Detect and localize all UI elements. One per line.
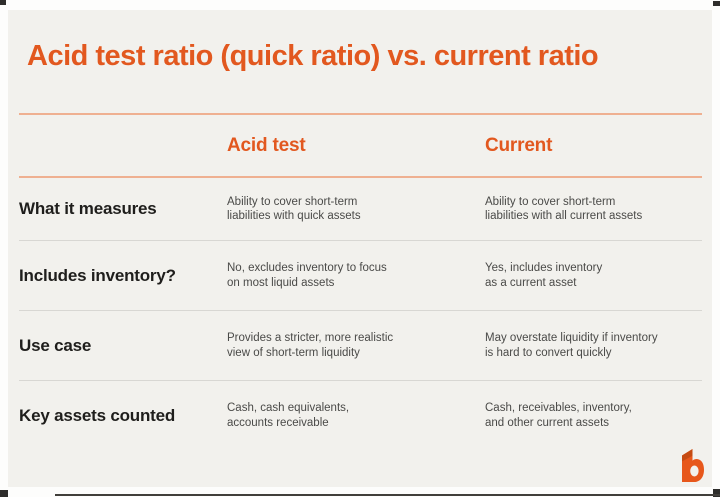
corner-artifact-top-right [713, 1, 720, 6]
table-row-what-it-measures: What it measures Ability to cover short-… [19, 178, 702, 240]
row-label: Use case [19, 335, 92, 355]
cell-current: Ability to cover short-term liabilities … [485, 195, 643, 223]
cell-current: Cash, receivables, inventory, and other … [485, 402, 632, 429]
table-row-key-assets-counted: Key assets counted Cash, cash equivalent… [19, 380, 702, 450]
table-row-includes-inventory: Includes inventory? No, excludes invento… [19, 240, 702, 310]
corner-artifact-bottom-left [0, 490, 8, 497]
row-label: Key assets counted [19, 405, 176, 425]
cell-acid-test: Provides a stricter, more realistic view… [227, 332, 394, 359]
row-label: Includes inventory? [19, 265, 176, 285]
cell-acid-test: Cash, cash equivalents, accounts receiva… [227, 402, 350, 429]
table-row-use-case: Use case Provides a stricter, more reali… [19, 310, 702, 380]
cell-acid-test: Ability to cover short-term liabilities … [227, 195, 361, 223]
cell-acid-test: No, excludes inventory to focus on most … [227, 262, 387, 289]
comparison-table: Acid test Current What it measures Abili… [19, 113, 702, 450]
title-divider [19, 113, 702, 115]
cell-current: May overstate liquidity if inventory is … [485, 332, 658, 359]
column-header-current: Current [485, 134, 553, 156]
bottom-edge-line [55, 494, 720, 496]
bankrate-b-icon [682, 449, 704, 482]
cell-current: Yes, includes inventory as a current ass… [485, 262, 603, 289]
brand-logo [680, 446, 704, 482]
corner-artifact-bottom-right [713, 489, 720, 497]
infographic-card: Acid test ratio (quick ratio) vs. curren… [8, 10, 712, 487]
row-label: What it measures [19, 199, 157, 218]
table-header-row: Acid test Current [19, 115, 702, 176]
page-title: Acid test ratio (quick ratio) vs. curren… [27, 40, 599, 72]
corner-artifact-top-left [0, 0, 6, 5]
column-header-acid-test: Acid test [227, 134, 306, 156]
header-divider [19, 176, 702, 178]
